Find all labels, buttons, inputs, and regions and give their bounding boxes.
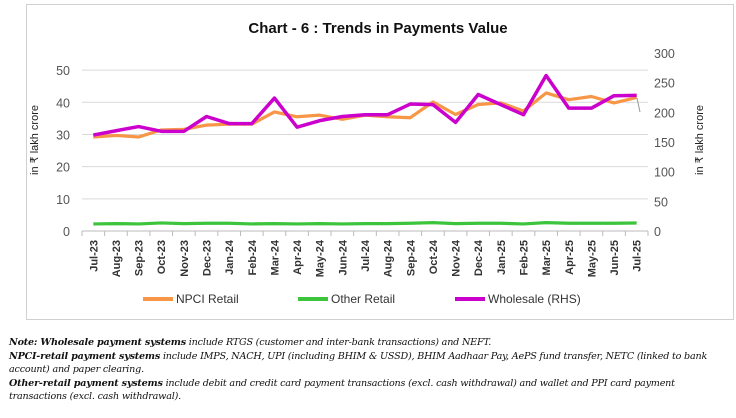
x-tick-label: Sep-24 xyxy=(405,239,417,276)
x-tick-label: Sep-23 xyxy=(134,240,146,276)
y-left-tick-label: 30 xyxy=(56,128,70,142)
x-tick-label: Jul-25 xyxy=(632,240,644,272)
y-right-tick-label: 100 xyxy=(654,166,675,180)
x-tick-label: Apr-25 xyxy=(564,240,576,275)
y-left-axis-label: in ₹ lakh crore xyxy=(29,105,41,175)
x-tick-label: Aug-24 xyxy=(383,239,395,277)
x-tick-label: Dec-23 xyxy=(202,240,214,276)
series-line-wholesale-rhs- xyxy=(92,73,637,137)
y-right-axis-label: in ₹ lakh crore xyxy=(694,105,706,175)
legend-label: Other Retail xyxy=(331,292,395,306)
y-right-tick-label: 0 xyxy=(654,225,661,239)
x-tick-label: Jul-23 xyxy=(88,240,100,272)
chart-title: Chart - 6 : Trends in Payments Value xyxy=(248,20,508,37)
x-tick-label: Apr-24 xyxy=(292,239,304,275)
y-right-tick-label: 200 xyxy=(654,106,675,120)
x-tick-label: Jan-24 xyxy=(224,239,236,275)
x-tick-label: Oct-23 xyxy=(156,240,168,274)
x-tick-label: Feb-24 xyxy=(247,239,259,275)
x-tick-label: May-25 xyxy=(586,240,598,277)
leader-line xyxy=(636,97,641,113)
x-tick-label: Jun-25 xyxy=(609,240,621,275)
y-left-tick-label: 40 xyxy=(56,96,70,110)
legend-label: Wholesale (RHS) xyxy=(488,292,581,306)
x-tick-label: Jan-25 xyxy=(496,240,508,275)
x-tick-label: Jul-24 xyxy=(360,239,372,272)
y-right-tick-label: 50 xyxy=(654,195,668,209)
chart-frame xyxy=(26,4,734,320)
x-tick-label: Jun-24 xyxy=(337,239,349,275)
y-left-tick-label: 20 xyxy=(56,161,70,175)
y-right-tick-label: 150 xyxy=(654,136,675,150)
note-other-retail: Other-retail payment systems include deb… xyxy=(9,377,675,403)
y-left-tick-label: 0 xyxy=(63,225,70,239)
x-tick-label: Mar-24 xyxy=(269,239,281,275)
legend-label: NPCI Retail xyxy=(176,292,239,306)
y-left-tick-label: 10 xyxy=(56,193,70,207)
x-tick-label: Feb-25 xyxy=(518,240,530,275)
series-line-other-retail xyxy=(93,221,637,226)
x-tick-label: Dec-24 xyxy=(473,239,485,276)
x-tick-label: Nov-23 xyxy=(179,240,191,277)
x-tick-label: Mar-25 xyxy=(541,240,553,275)
y-right-tick-label: 250 xyxy=(654,77,675,91)
y-left-tick-label: 50 xyxy=(56,64,70,78)
line-chart: 0 10 20 30 40 50 0 50 100 150 200 250 300 Jul-23 Aug-2… xyxy=(29,47,706,306)
x-tick-label: Oct-24 xyxy=(428,239,440,274)
note-wholesale: Note: Wholesale payment systems include … xyxy=(9,337,492,348)
footnotes: Note: Wholesale payment systems include … xyxy=(9,336,731,404)
x-tick-label: May-24 xyxy=(315,239,327,277)
note-npci-retail: NPCI-retail payment systems include IMPS… xyxy=(9,350,708,376)
y-right-tick-label: 300 xyxy=(654,47,675,61)
x-tick-label: Nov-24 xyxy=(451,239,463,277)
x-tick-label: Aug-23 xyxy=(111,240,123,277)
